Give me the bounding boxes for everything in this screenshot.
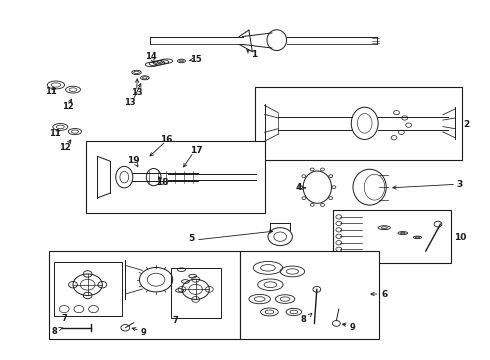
Text: 16: 16 <box>160 135 172 144</box>
Text: 7: 7 <box>61 314 67 323</box>
Text: 8: 8 <box>301 315 307 324</box>
Text: 11: 11 <box>45 87 56 96</box>
Text: 9: 9 <box>141 328 147 337</box>
Text: 13: 13 <box>131 88 142 97</box>
Bar <box>171 268 220 318</box>
Text: 3: 3 <box>457 180 463 189</box>
Text: 2: 2 <box>463 120 469 129</box>
Text: 6: 6 <box>381 289 388 298</box>
Bar <box>54 262 122 316</box>
Bar <box>255 87 463 160</box>
Text: 4: 4 <box>295 183 302 192</box>
Text: 1: 1 <box>251 50 257 59</box>
Text: 12: 12 <box>59 143 71 152</box>
Text: 5: 5 <box>188 234 195 243</box>
Bar <box>333 211 451 263</box>
Text: 12: 12 <box>62 102 74 111</box>
Text: 9: 9 <box>350 323 355 332</box>
Bar <box>240 251 379 338</box>
Text: 14: 14 <box>146 53 157 62</box>
Text: 8: 8 <box>51 327 57 336</box>
Text: 18: 18 <box>156 178 168 187</box>
Text: 10: 10 <box>454 233 466 242</box>
Text: 7: 7 <box>173 316 178 325</box>
Text: 11: 11 <box>49 129 60 138</box>
Text: 13: 13 <box>124 98 136 107</box>
Text: 15: 15 <box>190 55 202 64</box>
Text: 19: 19 <box>127 157 140 166</box>
Bar <box>86 141 265 213</box>
Text: 17: 17 <box>190 146 202 155</box>
Bar <box>49 251 240 338</box>
